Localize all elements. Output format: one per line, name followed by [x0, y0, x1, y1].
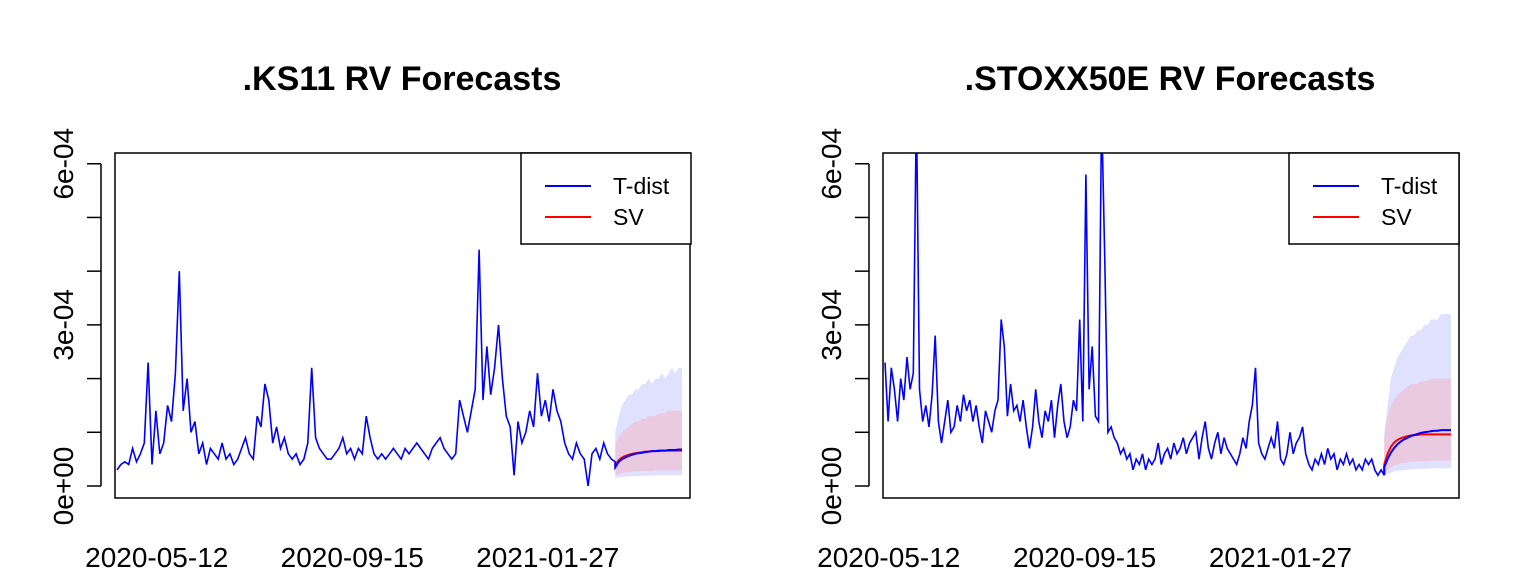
y-tick-label: 3e-04: [816, 289, 847, 361]
y-tick-label: 0e+00: [816, 447, 847, 526]
x-tick-label: 2021-01-27: [1209, 542, 1352, 573]
x-tick-label: 2021-01-27: [476, 542, 619, 573]
legend-label: SV: [1381, 204, 1412, 230]
x-tick-label: 2020-09-15: [281, 542, 424, 573]
legend-box: [1288, 152, 1460, 245]
x-tick-label: 2020-05-12: [817, 542, 960, 573]
plot-area: [116, 249, 682, 487]
y-tick-label: 3e-04: [48, 289, 79, 361]
legend-label: T-dist: [1381, 173, 1438, 199]
chart-title: .KS11 RV Forecasts: [243, 60, 562, 98]
chart-panel-2: .STOXX50E RV Forecasts 0e+00 3e-04 6e-04 202…: [816, 60, 1460, 573]
y-tick-label: 6e-04: [816, 128, 847, 200]
legend-box: [520, 152, 692, 245]
legend: T-dist SV: [1288, 152, 1460, 245]
plot-frame: [882, 152, 1460, 499]
plot-frame: [114, 152, 691, 499]
plot-area: [884, 153, 1451, 477]
x-tick-label: 2020-05-12: [85, 542, 228, 573]
legend-label: T-dist: [613, 173, 670, 199]
sv-interval-band: [1384, 378, 1451, 473]
legend-label: SV: [613, 204, 644, 230]
tdist-forecast-line: [1383, 429, 1451, 476]
x-tick-label: 2020-09-15: [1013, 542, 1156, 573]
history-series-line: [116, 249, 616, 487]
history-series-line: [884, 153, 1385, 477]
y-tick-label: 6e-04: [48, 128, 79, 200]
chart-panel-1: .KS11 RV Forecasts 0e+00 3e-04 6e-04 2020-05…: [48, 60, 692, 573]
legend: T-dist SV: [520, 152, 692, 245]
chart-title: .STOXX50E RV Forecasts: [965, 60, 1376, 98]
y-tick-label: 0e+00: [48, 447, 79, 526]
tdist-forecast-line: [614, 448, 682, 471]
sv-interval-band: [615, 410, 682, 476]
